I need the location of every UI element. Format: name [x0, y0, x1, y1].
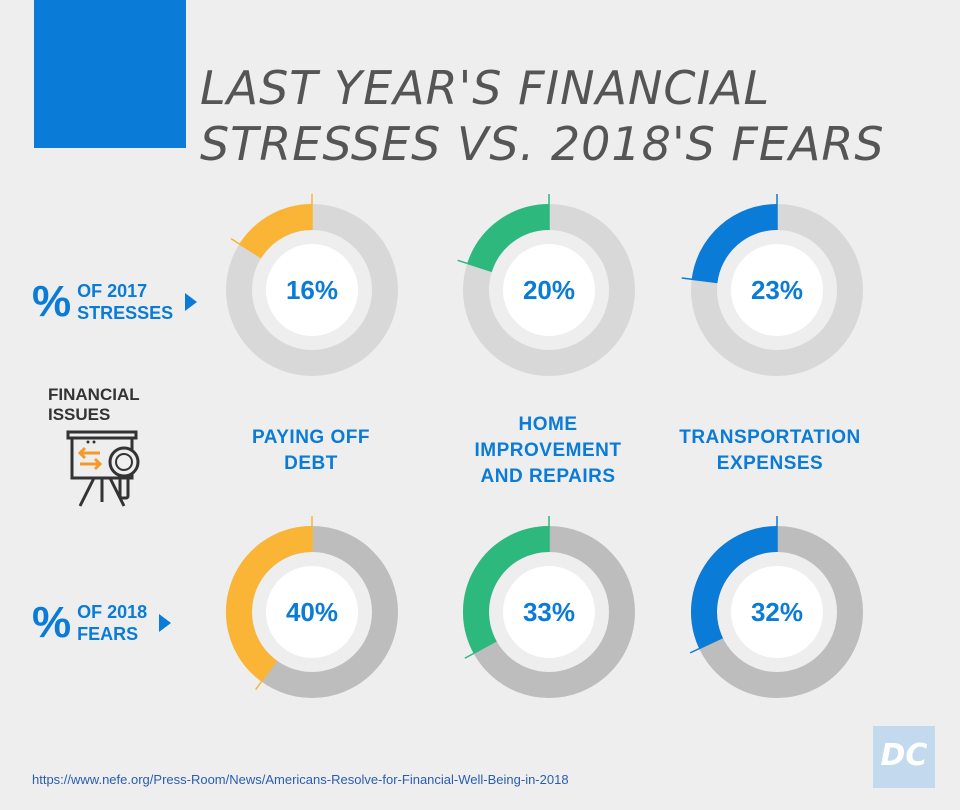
- donut-center: [503, 566, 595, 658]
- row-label-line-2: STRESSES: [77, 303, 174, 323]
- category-home-improvement: HOME IMPROVEMENT AND REPAIRS: [453, 412, 643, 490]
- donut-end-tick: [689, 636, 724, 654]
- row-label-stresses: % OF 2017 STRESSES: [32, 277, 198, 326]
- presentation-board-magnifier-icon: [66, 430, 140, 507]
- row-label-line-1: OF 2017: [77, 281, 148, 301]
- category-line-2: IMPROVEMENT: [474, 440, 622, 461]
- page-title: LAST YEAR'S FINANCIAL STRESSES VS. 2018'…: [200, 60, 885, 172]
- percent-sign: %: [32, 277, 72, 326]
- logo-text: DC: [880, 738, 928, 773]
- donut-end-tick: [230, 237, 262, 259]
- donut-value-label: 23%: [751, 275, 803, 305]
- donut-center: [731, 566, 823, 658]
- donut-center: [731, 244, 823, 336]
- triangle-right-icon: [185, 293, 198, 311]
- category-line-3: AND REPAIRS: [480, 466, 616, 487]
- donut-end-tick: [464, 640, 497, 659]
- donut-value-label: 32%: [751, 597, 803, 627]
- donut-value-arc: [239, 204, 313, 259]
- dc-logo: DC: [873, 726, 935, 788]
- donut-end-tick: [254, 660, 278, 691]
- donut-center: [503, 244, 595, 336]
- donut-center: [266, 244, 358, 336]
- brand-square: [34, 0, 186, 148]
- donut-value-label: 16%: [286, 275, 338, 305]
- category-line-2: EXPENSES: [716, 453, 824, 474]
- category-line-1: HOME: [518, 414, 578, 435]
- category-paying-off-debt: PAYING OFF DEBT: [216, 425, 406, 477]
- category-line-2: DEBT: [284, 453, 338, 474]
- donut-center: [266, 566, 358, 658]
- row-label-text: OF 2017 STRESSES: [77, 280, 173, 324]
- donut-value-arc: [691, 526, 778, 649]
- triangle-right-icon: [159, 614, 172, 632]
- donut-end-tick: [457, 259, 493, 273]
- donut-value-arc: [463, 526, 550, 654]
- category-transportation: TRANSPORTATION EXPENSES: [675, 425, 865, 477]
- row-label-text: OF 2018 FEARS: [77, 601, 147, 645]
- donut-value-arc: [467, 204, 550, 272]
- row-label-line-2: FEARS: [77, 624, 139, 644]
- category-line-1: PAYING OFF: [252, 427, 370, 448]
- category-line-1: TRANSPORTATION: [679, 427, 861, 448]
- donut-end-tick: [681, 277, 718, 284]
- donut-value-label: 20%: [523, 275, 575, 305]
- donut-value-label: 33%: [523, 597, 575, 627]
- donut-value-arc: [226, 526, 313, 682]
- percent-sign: %: [32, 598, 72, 647]
- title-line-2: STRESSES VS. 2018'S FEARS: [200, 117, 885, 171]
- row-label-line-1: OF 2018: [77, 602, 148, 622]
- source-link[interactable]: https://www.nefe.org/Press-Room/News/Ame…: [32, 772, 569, 787]
- row-label-fears: % OF 2018 FEARS: [32, 598, 172, 647]
- donut-value-label: 40%: [286, 597, 338, 627]
- issues-label-line-1: FINANCIAL: [48, 385, 140, 404]
- financial-issues-label: FINANCIAL ISSUES: [48, 385, 168, 425]
- donut-value-arc: [691, 204, 778, 284]
- title-line-1: LAST YEAR'S FINANCIAL: [200, 61, 771, 115]
- issues-label-line-2: ISSUES: [48, 405, 111, 424]
